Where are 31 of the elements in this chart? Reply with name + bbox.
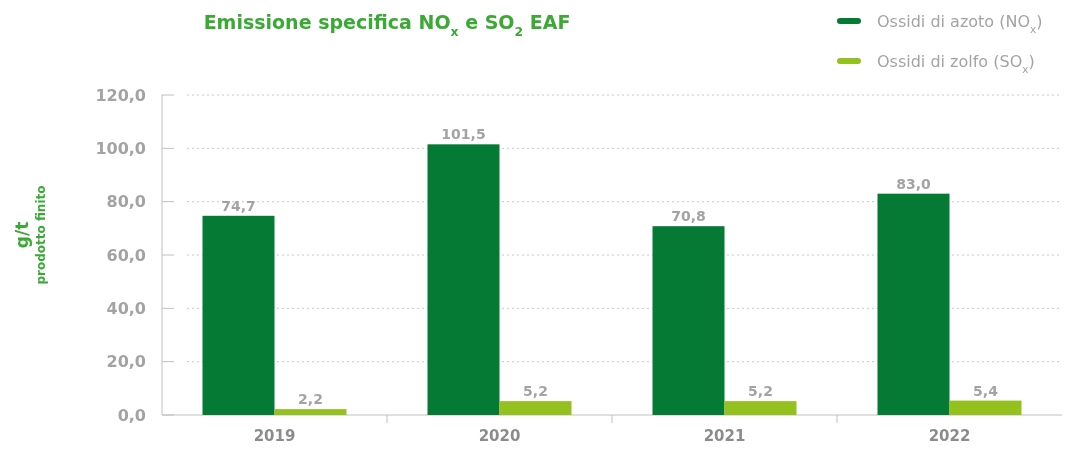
bar bbox=[274, 409, 347, 415]
y-tick-label: 20,0 bbox=[106, 352, 146, 372]
y-tick-label: 100,0 bbox=[95, 138, 146, 158]
data-label: 74,7 bbox=[221, 197, 256, 214]
y-tick-label: 0,0 bbox=[117, 405, 146, 425]
y-tick-label: 40,0 bbox=[106, 298, 146, 318]
x-tick-label: 2019 bbox=[253, 427, 296, 445]
data-label: 2,2 bbox=[298, 391, 323, 408]
x-tick-label: 2020 bbox=[478, 427, 521, 445]
data-label: 83,0 bbox=[896, 175, 932, 192]
y-tick-label: 120,0 bbox=[95, 85, 146, 105]
data-label: 5,2 bbox=[748, 383, 773, 400]
data-label: 70,8 bbox=[671, 208, 706, 225]
bar bbox=[202, 215, 275, 415]
data-label: 5,2 bbox=[523, 383, 548, 400]
legend-label: Ossidi di zolfo (SO$_{x}$) bbox=[877, 51, 1035, 75]
bar bbox=[724, 401, 797, 415]
chart-title: Emissione specifica NO$_{x}$ e SO$_{2}$ EAF bbox=[203, 11, 571, 39]
y-tick-label: 80,0 bbox=[106, 192, 146, 212]
bar bbox=[427, 144, 500, 415]
bar bbox=[949, 400, 1022, 415]
legend-label: Ossidi di azoto (NO$_{x}$) bbox=[877, 11, 1043, 35]
x-tick-label: 2022 bbox=[928, 427, 971, 445]
x-tick-label: 2021 bbox=[703, 427, 746, 445]
y-axis-title: g/t prodotto finito bbox=[12, 185, 48, 285]
y-tick-label: 60,0 bbox=[106, 245, 146, 265]
data-label: 101,5 bbox=[441, 126, 486, 143]
bar bbox=[652, 226, 725, 415]
bar bbox=[499, 401, 572, 415]
bar bbox=[877, 193, 950, 415]
data-label: 5,4 bbox=[973, 382, 999, 399]
